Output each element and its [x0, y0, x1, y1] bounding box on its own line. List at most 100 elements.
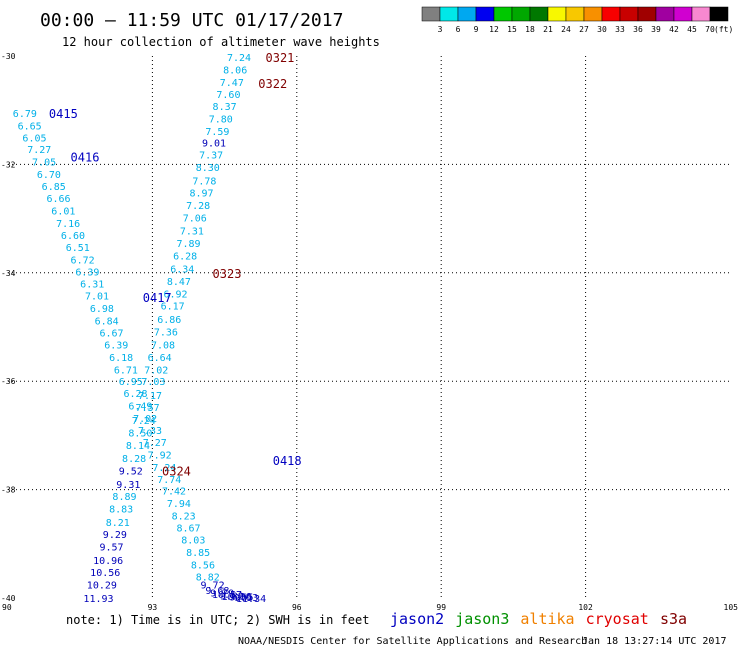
- legend-swatch: [691, 6, 711, 22]
- wave-height-point: 7.36: [154, 327, 178, 338]
- legend-level-label: 18: [525, 25, 535, 34]
- legend-swatch: [583, 6, 603, 22]
- longitude-tick: 105: [724, 603, 739, 612]
- legend-level-label: 3: [438, 25, 443, 34]
- track-id-label: 0417: [143, 291, 172, 305]
- wave-height-point: 6.72: [71, 255, 95, 266]
- legend-swatch: [547, 6, 567, 22]
- latitude-tick: -32: [1, 160, 16, 169]
- wave-height-point: 6.65: [18, 121, 42, 132]
- wave-height-point: 9.29: [103, 530, 127, 541]
- satellite-legend: jason2 jason3 altika cryosat s3a: [390, 610, 687, 628]
- wave-height-point: 6.67: [99, 328, 123, 339]
- legend-swatch: [709, 6, 729, 22]
- legend-swatch: [655, 6, 675, 22]
- wave-height-point: 7.05: [32, 158, 56, 169]
- wave-height-point: 7.27: [143, 438, 167, 449]
- legend-swatch: [475, 6, 495, 22]
- wave-height-point: 7.47: [220, 78, 244, 89]
- wave-height-point: 7.08: [151, 340, 175, 351]
- wave-height-point: 7.24: [227, 53, 251, 64]
- wave-height-point: 8.85: [186, 548, 210, 559]
- legend-level-label: 12: [489, 25, 499, 34]
- track-id-label: 0321: [266, 51, 295, 65]
- legend-swatch: [673, 6, 693, 22]
- legend-level-label: 21: [543, 25, 553, 34]
- wave-height-point: 7.17: [138, 391, 162, 402]
- legend-level-label: 42: [669, 25, 679, 34]
- legend-level-label: 24: [561, 25, 571, 34]
- satellite-label-s3a: s3a: [660, 610, 687, 628]
- wave-height-point: 7.60: [216, 90, 240, 101]
- longitude-tick: 102: [578, 603, 593, 612]
- wave-height-point: 6.86: [157, 315, 181, 326]
- latitude-tick: -40: [1, 594, 16, 603]
- legend-level-label: 70: [705, 25, 715, 34]
- wave-height-point: 7.59: [205, 127, 229, 138]
- wave-height-point: 9.01: [202, 139, 226, 150]
- wave-height-point: 7.03: [141, 377, 165, 388]
- wave-height-point: 9.72: [201, 580, 225, 591]
- wave-height-point: 9.65: [229, 592, 253, 603]
- wave-height-point: 6.71: [114, 365, 138, 376]
- plot-area: [7, 55, 731, 599]
- wave-height-point: 8.50: [128, 429, 152, 440]
- legend-level-label: 36: [633, 25, 643, 34]
- latitude-tick: -38: [1, 486, 16, 495]
- page-subtitle: 12 hour collection of altimeter wave hei…: [62, 35, 380, 49]
- wave-height-point: 6.66: [46, 194, 70, 205]
- wave-height-point: 8.56: [191, 560, 215, 571]
- wave-height-point: 11.93: [83, 594, 113, 605]
- legend-level-label: 27: [579, 25, 589, 34]
- legend-level-label: 30: [597, 25, 607, 34]
- wave-height-point: 8.14: [126, 441, 150, 452]
- wave-height-point: 8.06: [223, 66, 247, 77]
- wave-height-point: 7.02: [133, 414, 157, 425]
- legend-swatch: [619, 6, 639, 22]
- satellite-label-altika: altika: [520, 610, 574, 628]
- wave-height-point: 10.06: [222, 592, 252, 603]
- wave-height-point: 7.24: [152, 463, 176, 474]
- wave-height-point: 7.33: [138, 426, 162, 437]
- latitude-tick: -36: [1, 377, 16, 386]
- wave-height-point: 7.80: [209, 114, 233, 125]
- wave-height-point: 7.94: [167, 499, 191, 510]
- wave-height-point: 7.28: [186, 201, 210, 212]
- wave-height-point: 6.79: [13, 109, 37, 120]
- wave-height-point: 8.67: [176, 524, 200, 535]
- satellite-label-cryosat: cryosat: [586, 610, 649, 628]
- legend-swatch: [529, 6, 549, 22]
- wave-height-point: 8.47: [167, 277, 191, 288]
- legend-level-label: 9: [474, 25, 479, 34]
- wave-height-point: 9.79: [210, 589, 234, 600]
- wave-height-point: 9.52: [119, 467, 143, 478]
- track-id-label: 0416: [71, 150, 100, 164]
- latitude-tick: -34: [1, 269, 16, 278]
- wave-height-point: 6.34: [170, 264, 194, 275]
- wave-height-point: 7.31: [180, 227, 204, 238]
- satellite-label-jason2: jason2: [390, 610, 444, 628]
- longitude-tick: 99: [436, 603, 446, 612]
- wave-height-point: 6.49: [128, 402, 152, 413]
- wave-height-point: 6.17: [161, 301, 185, 312]
- wave-height-values: 7.24 8.067.477.608.377.80 7.599.017.378.30…: [13, 53, 266, 605]
- legend-swatch: [511, 6, 531, 22]
- wave-height-point: 7.57: [136, 403, 160, 414]
- track-id-label: 0322: [258, 77, 287, 91]
- legend-unit: (ft): [714, 25, 733, 34]
- wave-height-point: 9.68: [205, 586, 229, 597]
- track-id-label: 0324: [162, 465, 191, 479]
- legend-swatch: [637, 6, 657, 22]
- wave-height-point: 7.74: [157, 475, 181, 486]
- longitude-tick: 90: [2, 603, 12, 612]
- grid-lines: [8, 56, 730, 598]
- longitude-tick-labels: 90 93 96 99 102 105: [2, 603, 738, 612]
- wave-height-point: 8.23: [172, 512, 196, 523]
- wave-height-point: 6.84: [95, 316, 119, 327]
- track-labels: 0321 0322 0415 0416 0323 0417 0418 0324: [49, 51, 302, 479]
- wave-height-point: 10.57: [212, 590, 242, 601]
- wave-height-point: 9.93: [234, 593, 258, 604]
- legend-swatch: [493, 6, 513, 22]
- wave-height-point: 7.78: [192, 177, 216, 188]
